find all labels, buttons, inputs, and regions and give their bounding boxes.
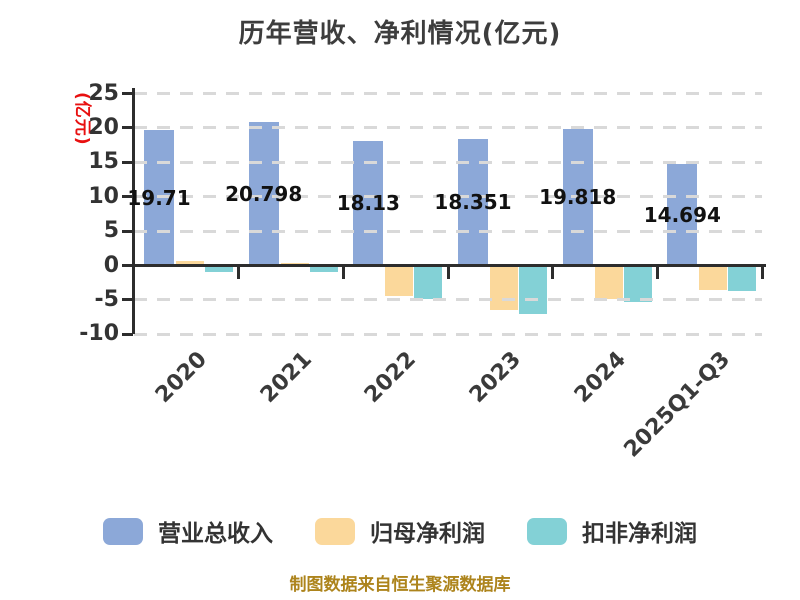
- revenue-bar-2023: [458, 139, 488, 266]
- y-tick-label: 25: [88, 80, 119, 106]
- x-axis-tick: [655, 266, 659, 279]
- deducted-net-profit-bar-2022: [414, 265, 443, 300]
- gridline: [134, 229, 762, 233]
- y-axis-tick: [122, 229, 133, 233]
- x-tick-label-2020: 2020: [151, 347, 213, 408]
- net-profit-bar-2025Q1-Q3: [699, 265, 728, 291]
- y-tick-label: -10: [79, 321, 119, 347]
- legend: 营业总收入 归母净利润 扣非净利润: [0, 514, 800, 548]
- y-axis-tick: [122, 264, 133, 267]
- value-label-2023: 18.351: [434, 190, 512, 215]
- y-tick-label: 10: [88, 183, 119, 209]
- gridline: [134, 160, 762, 164]
- x-tick-label-2024: 2024: [569, 347, 631, 408]
- y-axis-line: [132, 88, 135, 334]
- x-axis-line: [132, 264, 766, 267]
- legend-label-revenue: 营业总收入: [158, 521, 273, 547]
- y-axis-tick: [122, 92, 133, 95]
- deducted-net-profit-bar-2023: [519, 265, 547, 314]
- deducted-net-profit-bar-2020: [205, 265, 233, 273]
- y-axis-tick: [122, 298, 133, 302]
- x-tick-label-2021: 2021: [255, 347, 317, 408]
- legend-swatch-net-profit: [315, 517, 355, 545]
- revenue-bar-2021: [248, 122, 279, 266]
- y-axis-tick: [122, 332, 133, 336]
- chart-caption: 制图数据来自恒生聚源数据库: [289, 575, 511, 595]
- y-axis-tick: [122, 195, 133, 199]
- x-tick-label-2023: 2023: [465, 347, 527, 408]
- x-axis-tick: [446, 266, 450, 279]
- x-axis-tick: [760, 266, 764, 279]
- revenue-bar-2025Q1-Q3: [667, 164, 698, 266]
- net-profit-bar-2024: [594, 265, 623, 299]
- net-profit-bar-2020: [176, 261, 204, 266]
- y-tick-label: 5: [103, 218, 119, 244]
- gridline: [134, 92, 762, 95]
- legend-swatch-deducted-net-profit: [527, 517, 567, 545]
- legend-item-net-profit: 归母净利润: [315, 514, 485, 548]
- x-axis-tick: [551, 266, 555, 279]
- y-axis-tick: [122, 160, 133, 164]
- x-tick-label-2022: 2022: [360, 347, 422, 408]
- y-tick-label: 20: [88, 114, 119, 140]
- deducted-net-profit-bar-2024: [623, 265, 652, 302]
- y-axis-tick: [122, 126, 133, 130]
- net-profit-bar-2023: [490, 265, 518, 311]
- y-tick-label: 0: [103, 252, 119, 278]
- legend-label-deducted-net-profit: 扣非净利润: [582, 521, 697, 547]
- legend-label-net-profit: 归母净利润: [370, 521, 485, 547]
- legend-item-deducted-net-profit: 扣非净利润: [527, 514, 697, 548]
- net-profit-bar-2022: [385, 265, 414, 296]
- chart-title: 历年营收、净利情况(亿元): [238, 19, 562, 49]
- y-tick-label: -5: [94, 286, 119, 312]
- x-axis-tick: [237, 266, 241, 279]
- deducted-net-profit-bar-2025Q1-Q3: [728, 265, 757, 291]
- gridline: [134, 298, 762, 302]
- value-label-2021: 20.798: [225, 181, 303, 206]
- legend-swatch-revenue: [103, 517, 143, 545]
- x-tick-label-2025Q1-Q3: 2025Q1-Q3: [619, 347, 736, 463]
- y-tick-label: 15: [88, 149, 119, 175]
- gridline: [134, 126, 762, 130]
- value-label-2022: 18.13: [336, 191, 400, 216]
- legend-item-revenue: 营业总收入: [103, 514, 273, 548]
- value-label-2020: 19.71: [127, 185, 191, 210]
- gridline: [134, 332, 762, 336]
- x-axis-tick: [341, 266, 345, 279]
- gridline: [134, 195, 762, 199]
- deducted-net-profit-bar-2021: [309, 265, 338, 272]
- value-label-2024: 19.818: [539, 185, 617, 210]
- value-label-2025Q1-Q3: 14.694: [643, 202, 721, 227]
